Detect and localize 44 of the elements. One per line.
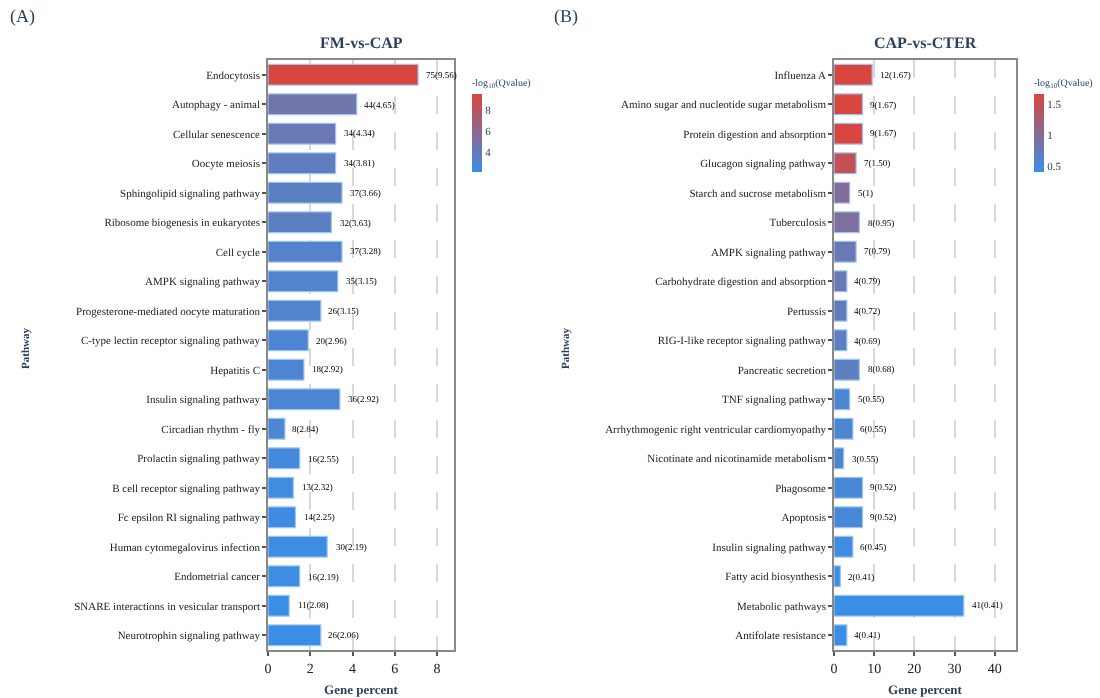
bar bbox=[834, 152, 857, 175]
chart-title: CAP-vs-CTER bbox=[874, 34, 977, 52]
bar bbox=[834, 93, 864, 116]
bar bbox=[834, 388, 851, 411]
bar bbox=[834, 535, 854, 558]
bar bbox=[268, 63, 419, 86]
bar bbox=[268, 152, 337, 175]
bar bbox=[834, 624, 848, 647]
bar bbox=[268, 476, 294, 499]
bar bbox=[268, 299, 322, 322]
bar bbox=[834, 122, 864, 145]
bar bbox=[268, 624, 322, 647]
bar bbox=[834, 358, 860, 381]
bar bbox=[834, 270, 848, 293]
bar bbox=[834, 240, 857, 263]
chart-title: FM-vs-CAP bbox=[320, 34, 403, 52]
bar bbox=[268, 535, 328, 558]
bar bbox=[268, 211, 332, 234]
bar bbox=[268, 240, 343, 263]
text: (A) bbox=[10, 6, 35, 26]
bar bbox=[834, 476, 864, 499]
bar bbox=[268, 358, 305, 381]
bar bbox=[834, 417, 854, 440]
bar bbox=[834, 181, 851, 204]
bar bbox=[268, 565, 301, 588]
bar bbox=[268, 329, 309, 352]
bar bbox=[268, 181, 343, 204]
bar bbox=[268, 506, 297, 529]
bar bbox=[268, 122, 337, 145]
bar bbox=[268, 594, 290, 617]
bar bbox=[268, 417, 286, 440]
bar bbox=[834, 506, 864, 529]
bar bbox=[268, 447, 301, 470]
bar bbox=[834, 329, 848, 352]
bar bbox=[834, 447, 845, 470]
bar bbox=[834, 299, 848, 322]
bar bbox=[834, 594, 965, 617]
bar bbox=[268, 93, 358, 116]
bar bbox=[834, 565, 842, 588]
bar bbox=[834, 63, 873, 86]
bar bbox=[834, 211, 860, 234]
bar bbox=[268, 270, 339, 293]
bar bbox=[268, 388, 341, 411]
text: (B) bbox=[554, 6, 578, 26]
